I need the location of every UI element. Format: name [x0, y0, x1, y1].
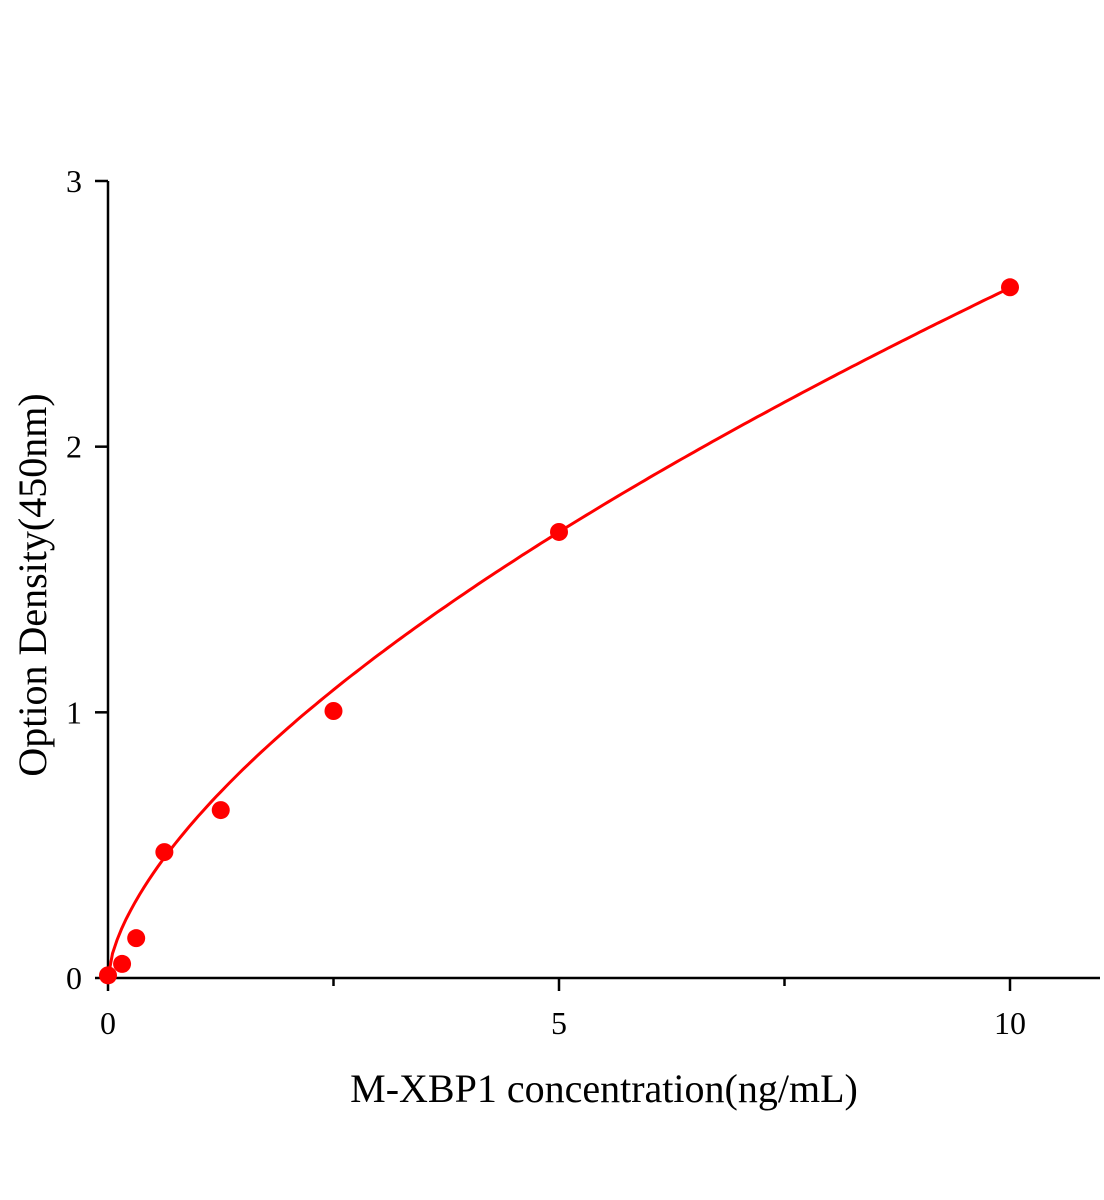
- x-axis-label: M-XBP1 concentration(ng/mL): [350, 1066, 858, 1111]
- data-point: [324, 702, 343, 721]
- data-point: [127, 929, 146, 948]
- data-point: [99, 966, 117, 985]
- data-point: [155, 843, 174, 862]
- y-axis-label: Option Density(450nm): [10, 393, 55, 776]
- y-tick-label: 2: [66, 429, 82, 465]
- y-tick-label: 1: [66, 694, 82, 730]
- x-tick-label: 5: [551, 1005, 567, 1041]
- data-points: [99, 278, 1019, 985]
- tick-labels: 0 5 10 0 1 2 3: [66, 163, 1026, 1041]
- fit-curve: [106, 286, 1011, 979]
- data-point: [113, 954, 132, 973]
- axes: [95, 179, 1100, 991]
- data-point: [211, 801, 230, 820]
- x-tick-label: 0: [100, 1005, 116, 1041]
- data-point: [1001, 278, 1019, 297]
- x-tick-label: 10: [994, 1005, 1026, 1041]
- y-tick-label: 3: [66, 163, 82, 199]
- y-tick-label: 0: [66, 960, 82, 996]
- data-point: [550, 522, 568, 541]
